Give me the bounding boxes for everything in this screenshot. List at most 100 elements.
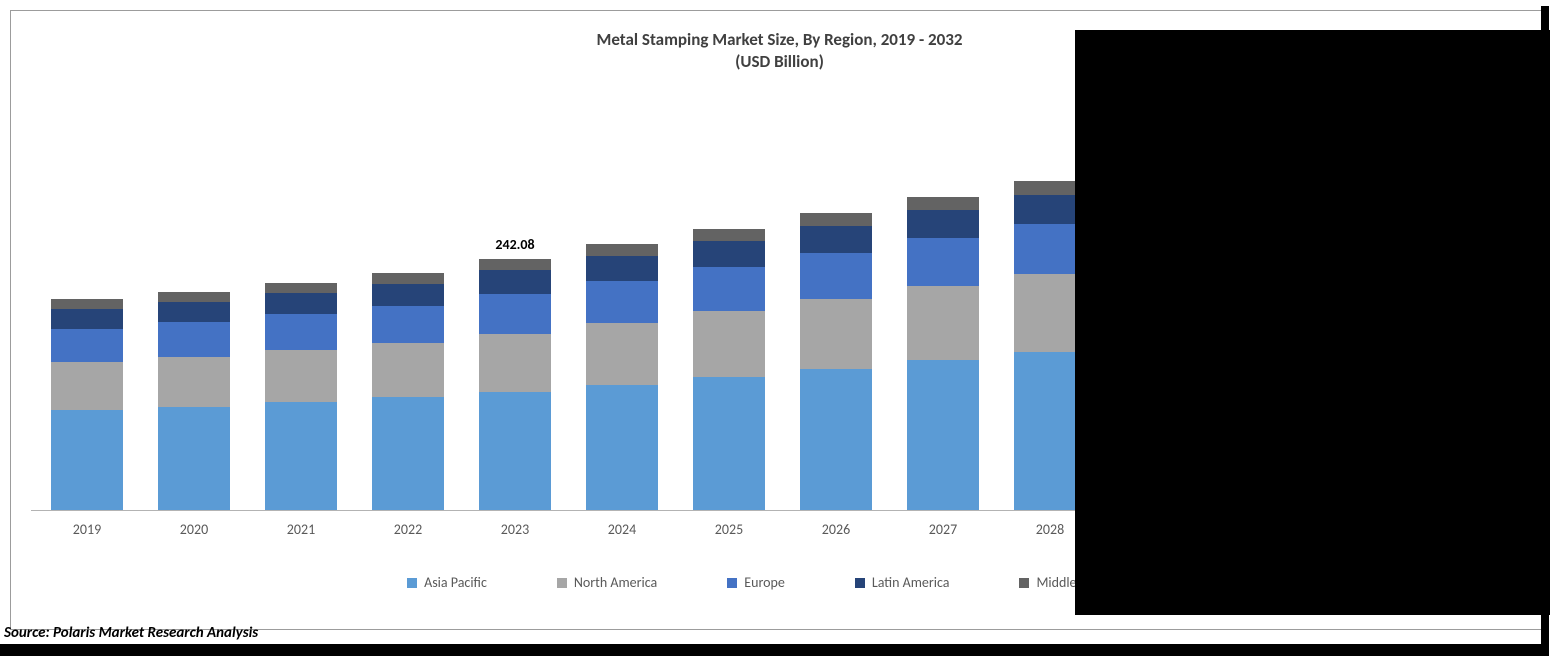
- legend-label: Latin America: [872, 574, 950, 591]
- bar-segment: [800, 299, 872, 369]
- bar-segment: [372, 273, 444, 284]
- x-axis-label: 2029: [1121, 521, 1193, 538]
- legend-item: North America: [557, 574, 657, 591]
- bar-segment: [907, 286, 979, 360]
- bar-segment: [1442, 230, 1514, 325]
- x-axis-label: 2025: [693, 521, 765, 538]
- bar-segment: [51, 329, 123, 362]
- bar-segment: [372, 343, 444, 397]
- bar-segment: [1335, 329, 1407, 510]
- chart-title-line1: Metal Stamping Market Size, By Region, 2…: [11, 29, 1548, 51]
- bar-segment: [586, 385, 658, 510]
- bar-segment: [158, 407, 230, 510]
- bar-segment: [1228, 157, 1300, 189]
- legend-label: Europe: [744, 574, 785, 591]
- legend-label: Middle East & Africa: [1036, 574, 1151, 591]
- bar-segment: [51, 410, 123, 510]
- legend-item: Europe: [727, 574, 785, 591]
- bar-segment: [372, 306, 444, 343]
- bar-segment: [907, 197, 979, 210]
- bar-segment: [265, 314, 337, 350]
- bar-segment: [479, 270, 551, 294]
- bar-segment: [1228, 189, 1300, 245]
- bar-segment: [1442, 119, 1514, 135]
- bar-segment: [51, 299, 123, 309]
- bar-segment: [372, 397, 444, 510]
- bar-segment: [479, 294, 551, 334]
- bar-segment: [158, 357, 230, 407]
- chart-container: Metal Stamping Market Size, By Region, 2…: [10, 10, 1549, 630]
- bar-segment: [693, 311, 765, 377]
- bar-segment: [479, 334, 551, 392]
- bar-segment: [693, 267, 765, 311]
- bar-segment: [586, 281, 658, 323]
- bar-segment: [265, 350, 337, 402]
- bar-segment: [586, 244, 658, 256]
- legend-label: North America: [574, 574, 657, 591]
- bar-segment: [907, 360, 979, 510]
- bar-segment: [1014, 224, 1086, 274]
- legend-item: Asia Pacific: [407, 574, 487, 591]
- bar-segment: [1335, 133, 1407, 148]
- bar-segment: [1335, 181, 1407, 239]
- bar-segment: [158, 322, 230, 357]
- bar-segment: [1228, 332, 1300, 510]
- data-label: 242.08: [479, 236, 551, 253]
- legend: Asia Pacific North America Europe Latin Ame…: [11, 574, 1548, 591]
- x-axis-label: 2022: [372, 521, 444, 538]
- x-axis-label: 2028: [1014, 521, 1086, 538]
- bar-segment: [1121, 177, 1193, 207]
- bar-segment: [1121, 260, 1193, 342]
- bar-segment: [1442, 169, 1514, 230]
- bar-segment: [372, 284, 444, 306]
- bar-segment: [1014, 181, 1086, 195]
- x-axis-label: 2032: [1442, 521, 1514, 538]
- legend-swatch: [557, 578, 567, 588]
- bar-segment: [265, 402, 337, 510]
- legend-swatch: [727, 578, 737, 588]
- bar-segment: [479, 259, 551, 270]
- bar-segment: [586, 256, 658, 281]
- bar-segment: [158, 292, 230, 302]
- bar-segment: [907, 210, 979, 238]
- x-axis-label: 2024: [586, 521, 658, 538]
- bar-segment: [1014, 195, 1086, 224]
- x-axis-label: 2031: [1335, 521, 1407, 538]
- bar-segment: [1014, 274, 1086, 352]
- bar-segment: [586, 323, 658, 385]
- bar-segment: [1442, 135, 1514, 169]
- bar-segment: [1014, 352, 1086, 510]
- bar-segment: [800, 369, 872, 510]
- bar-segment: [1121, 342, 1193, 510]
- plot-area: 20192020202120222023242.0820242025202620…: [31, 111, 1528, 511]
- chart-title: Metal Stamping Market Size, By Region, 2…: [11, 11, 1548, 73]
- right-black-bar: [1541, 6, 1549, 656]
- source-citation: Source: Polaris Market Research Analysis: [4, 624, 258, 642]
- legend-swatch: [855, 578, 865, 588]
- legend-label: Asia Pacific: [424, 574, 487, 591]
- bar-segment: [1335, 148, 1407, 181]
- x-axis-label: 2030: [1228, 521, 1300, 538]
- legend-item: Latin America: [855, 574, 950, 591]
- bar-segment: [907, 238, 979, 286]
- x-axis-label: 2027: [907, 521, 979, 538]
- x-axis-label: 2021: [265, 521, 337, 538]
- bar-segment: [693, 241, 765, 267]
- bar-segment: [800, 226, 872, 253]
- bar-segment: [51, 309, 123, 329]
- bar-segment: [51, 362, 123, 410]
- legend-swatch: [1019, 578, 1029, 588]
- bar-segment: [800, 213, 872, 226]
- bar-segment: [693, 229, 765, 241]
- legend-item: Middle East & Africa: [1019, 574, 1151, 591]
- bar-segment: [1121, 207, 1193, 260]
- bar-segment: [1228, 245, 1300, 332]
- bar-segment: [1228, 142, 1300, 157]
- bar-segment: [479, 392, 551, 510]
- x-axis-label: 2020: [158, 521, 230, 538]
- bar-segment: [265, 283, 337, 293]
- bar-segment: [1442, 325, 1514, 510]
- bar-segment: [800, 253, 872, 299]
- bar-segment: [693, 377, 765, 510]
- x-axis-label: 2019: [51, 521, 123, 538]
